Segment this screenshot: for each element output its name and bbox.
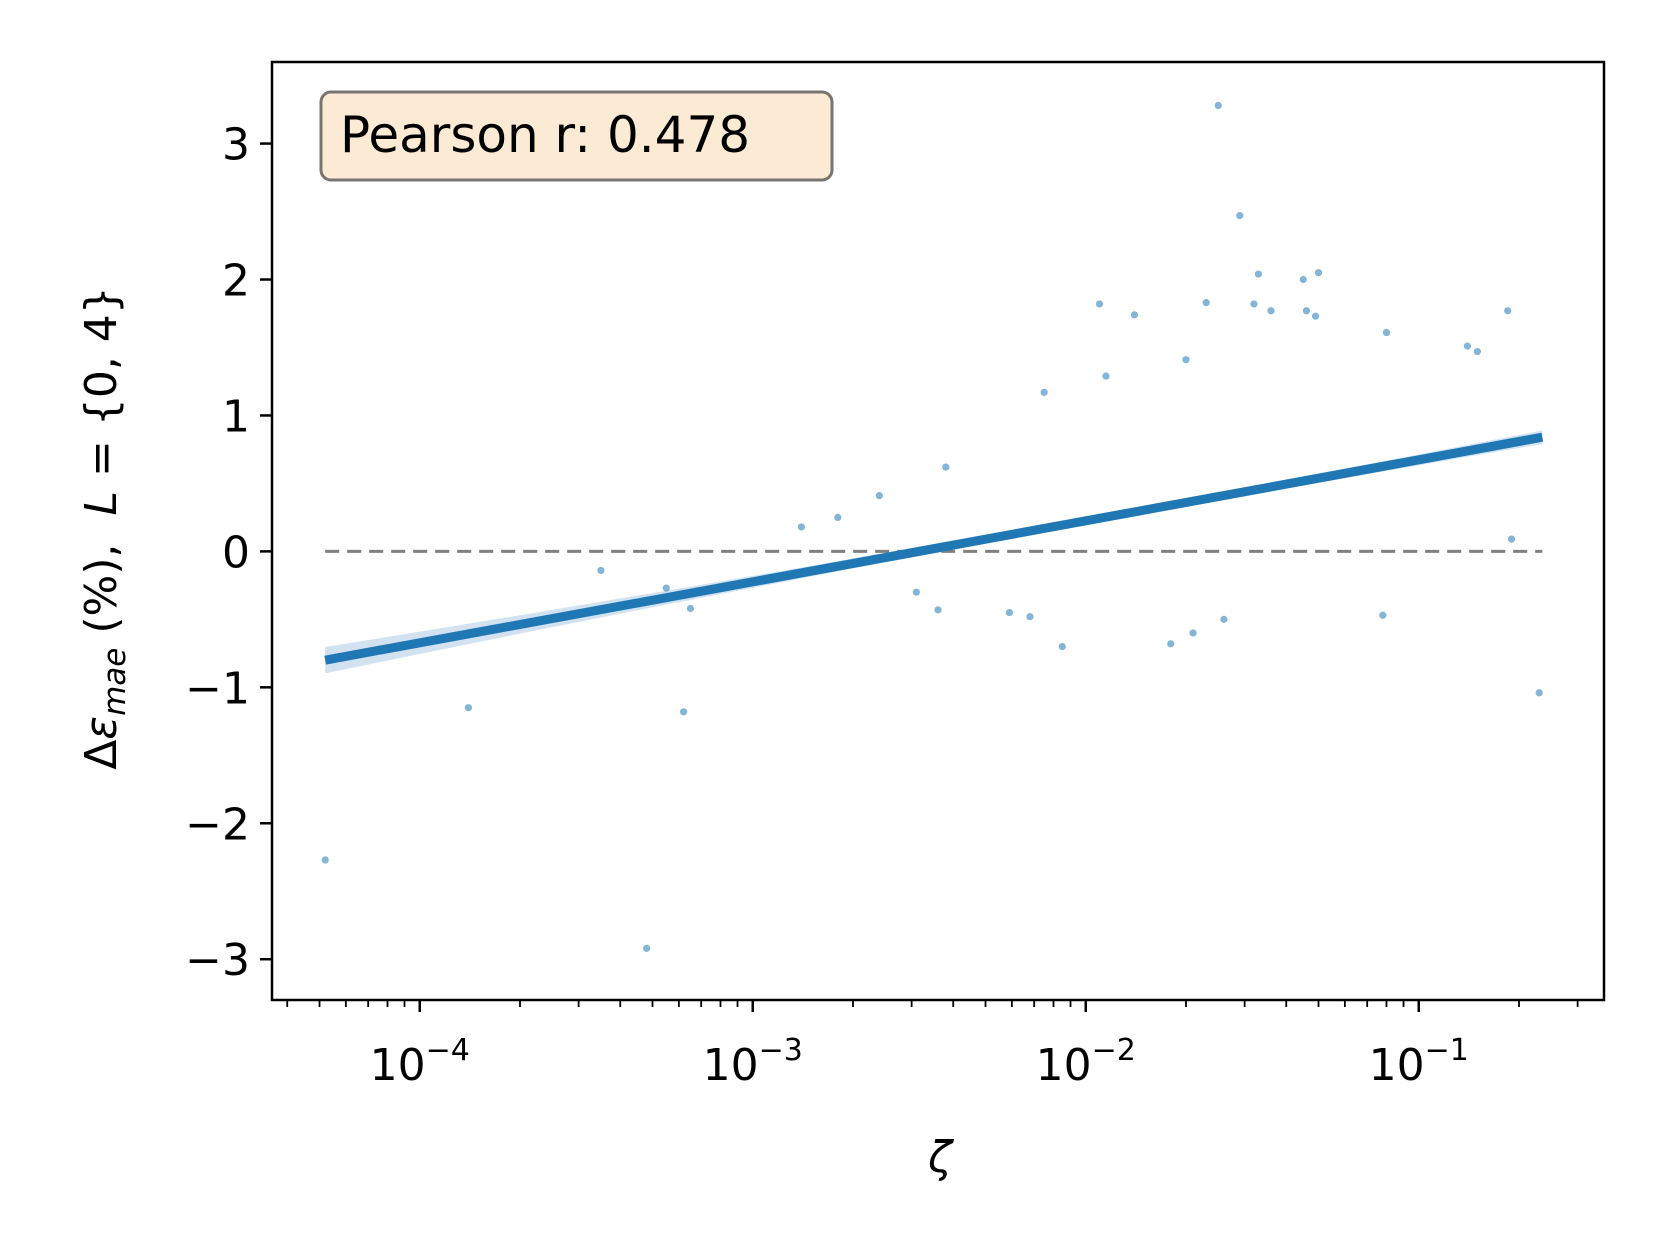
- data-point: [912, 588, 920, 596]
- pearson-annotation: Pearson r: 0.478: [319, 90, 834, 182]
- x-tick-label: 10−2: [1036, 1033, 1136, 1091]
- x-axis-label: ζ: [927, 1132, 954, 1183]
- y-tick-label: 3: [222, 120, 250, 171]
- y-tick-label: 1: [222, 391, 250, 442]
- data-point: [1040, 388, 1048, 396]
- data-point: [1299, 275, 1307, 284]
- data-point: [1463, 342, 1472, 350]
- y-label-L: L: [76, 491, 127, 516]
- data-point: [942, 463, 950, 471]
- data-point: [597, 566, 605, 575]
- data-point: [1095, 300, 1104, 308]
- plot-frame: [270, 60, 1606, 1002]
- data-point: [1005, 608, 1014, 617]
- y-label-subscript: mae: [97, 648, 133, 716]
- y-tick-label: 0: [222, 527, 250, 578]
- data-point: [1202, 299, 1210, 307]
- y-axis-label: Δεmae (%), L = {0, 4}: [76, 286, 133, 770]
- x-axis-ticks: 10−4 10−3 10−2 10−1: [286, 1000, 1579, 1091]
- data-point: [1189, 629, 1197, 637]
- data-point: [1302, 307, 1311, 315]
- data-point: [680, 708, 688, 716]
- annotation-box: [319, 90, 834, 182]
- data-point: [1311, 312, 1320, 320]
- data-point: [1314, 269, 1323, 277]
- data-point: [1220, 615, 1228, 623]
- annotation-text: Pearson r: 0.478: [340, 106, 750, 164]
- y-label-middle: (%),: [76, 516, 127, 648]
- data-point: [1167, 640, 1175, 648]
- data-point: [1535, 689, 1543, 697]
- data-point: [464, 704, 473, 712]
- data-point: [1058, 642, 1066, 651]
- y-tick-label: −3: [185, 935, 250, 986]
- y-label-rest: = {0, 4}: [76, 286, 127, 491]
- data-point: [834, 513, 842, 522]
- regression-fit-line: [324, 432, 1544, 665]
- data-point: [875, 492, 883, 500]
- x-tick-label: 10−4: [370, 1033, 470, 1091]
- data-point: [934, 606, 942, 614]
- data-point: [1130, 311, 1139, 319]
- data-point: [321, 856, 329, 864]
- y-axis-ticks: 3 2 1 0 −1 −2 −3: [185, 120, 272, 986]
- data-point: [1182, 356, 1190, 364]
- y-tick-label: −2: [185, 799, 250, 850]
- data-point: [643, 944, 651, 952]
- y-label-epsilon: ε: [76, 716, 127, 740]
- data-point: [1507, 535, 1516, 543]
- data-point: [1214, 101, 1222, 110]
- data-point: [1026, 613, 1034, 621]
- data-point: [1250, 300, 1258, 308]
- y-tick-label: −1: [185, 663, 250, 714]
- data-point: [1473, 347, 1481, 356]
- data-point: [1379, 611, 1387, 619]
- data-point: [662, 584, 670, 592]
- data-point: [1504, 307, 1512, 315]
- x-tick-label: 10−1: [1369, 1033, 1469, 1091]
- data-points: [321, 101, 1543, 952]
- data-point: [686, 604, 695, 613]
- y-tick-label: 2: [222, 256, 250, 307]
- data-point: [1254, 270, 1263, 278]
- data-point: [1102, 372, 1110, 380]
- data-point: [1267, 307, 1275, 315]
- data-point: [1236, 212, 1244, 220]
- x-tick-label: 10−3: [703, 1033, 803, 1091]
- data-point: [797, 523, 806, 531]
- data-point: [1382, 328, 1391, 337]
- y-label-delta: Δ: [76, 740, 127, 770]
